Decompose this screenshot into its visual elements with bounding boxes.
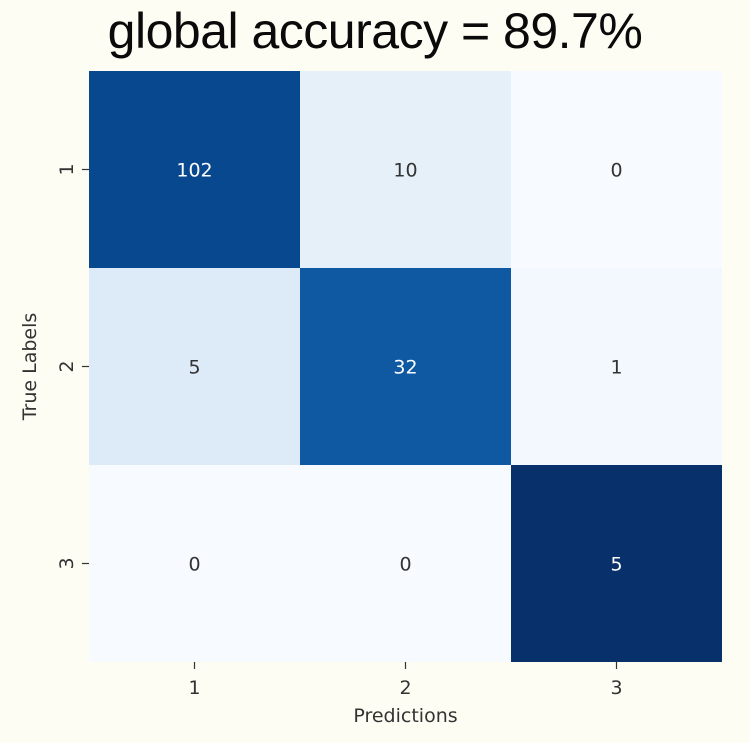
y-axis-label: True Labels [19,313,41,422]
cell-value-label: 0 [188,554,200,576]
heatmap-cell [89,268,300,465]
heatmap-cell [511,465,722,662]
cell-value-label: 0 [610,160,622,182]
y-tick-label: 2 [56,360,78,372]
x-axis-label: Predictions [353,705,457,727]
cell-value-label: 0 [399,554,411,576]
y-tick-label: 1 [56,163,78,175]
heatmap-cell [511,71,722,268]
heatmap-cell [89,71,300,268]
cell-value-label: 102 [176,160,212,182]
heatmap-cell [511,268,722,465]
cell-value-label: 5 [188,357,200,379]
y-tick-label: 3 [56,557,78,569]
cell-value-label: 10 [393,160,417,182]
heatmap-cell [300,268,511,465]
x-tick-label: 1 [188,677,200,699]
chart-title: global accuracy = 89.7% [107,3,643,59]
cell-value-label: 5 [610,554,622,576]
heatmap-cell [300,465,511,662]
cell-value-label: 32 [393,357,417,379]
cell-value-label: 1 [610,357,622,379]
x-tick-label: 2 [399,677,411,699]
heatmap-cell [89,465,300,662]
heatmap-cell [300,71,511,268]
x-tick-label: 3 [610,677,622,699]
